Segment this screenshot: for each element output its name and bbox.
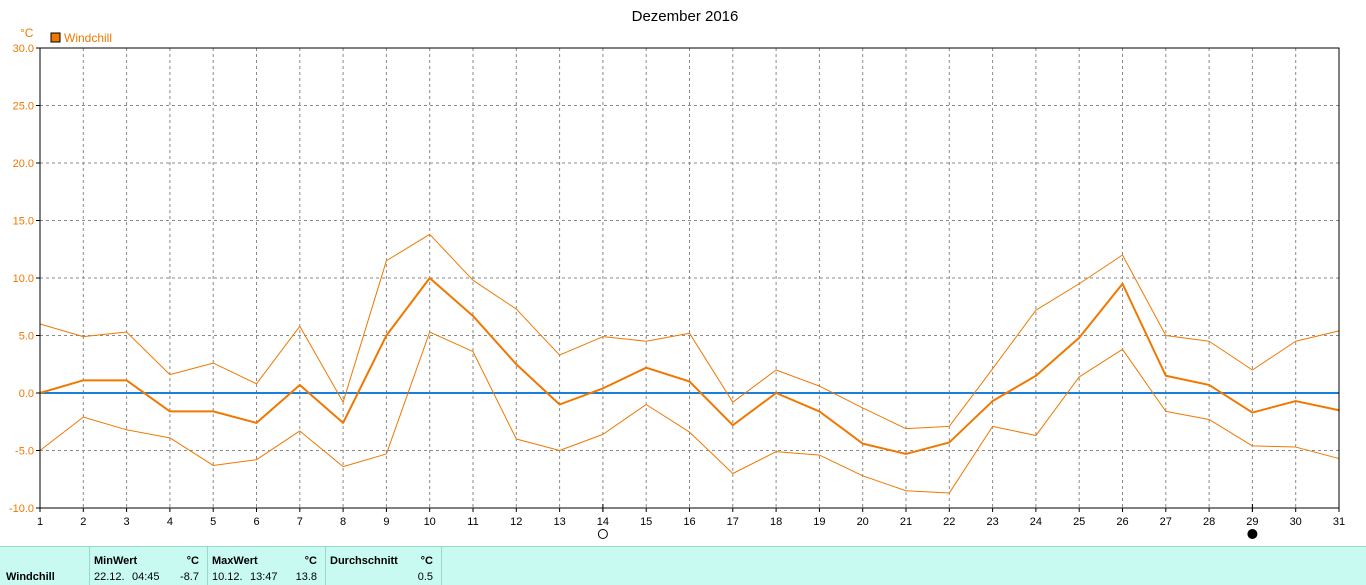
x-axis-ticks: 1 2 3 4 5 6 7 8 9 10 11 12 13 14 15 16 17 18 19 20 21 22 23 24 2… (37, 508, 1345, 528)
avg-header: Durchschnitt (330, 555, 398, 567)
max-time: 13:47 (250, 571, 278, 583)
x-tick-label: 23 (986, 516, 998, 528)
x-tick-label: 22 (943, 516, 955, 528)
x-tick-label: 4 (167, 516, 173, 528)
x-tick-label: 10 (424, 516, 436, 528)
grid (40, 48, 1339, 508)
min-header: MinWert (94, 555, 138, 567)
y-tick-label: 0.0 (19, 388, 34, 400)
legend-label-windchill: Windchill (64, 31, 112, 45)
max-unit: °C (304, 555, 317, 567)
full-moon-icon (597, 529, 608, 539)
chart: Dezember 2016 °C Windchill 30.025.020.01… (9, 8, 1345, 539)
max-date: 10.12. (212, 571, 243, 583)
stats-min-cell: MinWert °C 22.12. 04:45 -8.7 (90, 547, 208, 585)
x-tick-label: 14 (597, 516, 609, 528)
stats-row-label-cell: Windchill (0, 547, 90, 585)
x-tick-label: 1 (37, 516, 43, 528)
y-tick-label: -10.0 (9, 503, 34, 515)
x-tick-label: 29 (1246, 516, 1258, 528)
series-line-windchill (39, 277, 1340, 455)
avg-value: 0.5 (417, 571, 433, 583)
stats-bar: Windchill MinWert °C 22.12. 04:45 -8.7 M… (0, 546, 1366, 585)
y-tick-label: 20.0 (13, 158, 34, 170)
x-tick-label: 19 (813, 516, 825, 528)
y-tick-label: 5.0 (19, 331, 34, 343)
series-line-band (39, 233, 1340, 430)
x-tick-label: 15 (640, 516, 652, 528)
y-tick-label: -5.0 (15, 446, 34, 458)
x-tick-label: 24 (1030, 516, 1042, 528)
series-line-band (39, 331, 1340, 494)
stats-avg-cell: Durchschnitt °C 0.5 (326, 547, 442, 585)
x-tick-label: 28 (1203, 516, 1215, 528)
stats-max-cell: MaxWert °C 10.12. 13:47 13.8 (208, 547, 326, 585)
chart-title: Dezember 2016 (632, 8, 739, 25)
min-unit: °C (186, 555, 199, 567)
y-tick-label: 30.0 (13, 43, 34, 55)
x-tick-label: 18 (770, 516, 782, 528)
x-tick-label: 5 (210, 516, 216, 528)
max-header: MaxWert (212, 555, 258, 567)
x-tick-label: 11 (467, 516, 478, 528)
x-tick-label: 2 (80, 516, 86, 528)
x-tick-label: 26 (1116, 516, 1128, 528)
x-tick-label: 13 (553, 516, 565, 528)
x-tick-label: 9 (383, 516, 389, 528)
x-tick-label: 31 (1333, 516, 1345, 528)
y-axis-ticks: 30.0 25.0 20.0 15.0 10.0 5.0 0.0 -5.0 -10.0 (9, 43, 40, 515)
y-tick-label: 15.0 (13, 216, 34, 228)
legend: Windchill (50, 31, 112, 45)
new-moon-icon (1247, 529, 1258, 539)
series-lines (39, 233, 1340, 494)
plot-frame (39, 47, 1340, 509)
legend-swatch-windchill (50, 32, 61, 43)
x-tick-label: 3 (124, 516, 130, 528)
min-time: 04:45 (132, 571, 160, 583)
moon-markers (597, 504, 1258, 539)
x-tick-label: 27 (1160, 516, 1172, 528)
x-tick-label: 16 (683, 516, 695, 528)
x-tick-label: 7 (297, 516, 303, 528)
x-tick-label: 17 (727, 516, 739, 528)
x-tick-label: 21 (900, 516, 912, 528)
avg-unit: °C (420, 555, 433, 567)
x-tick-label: 8 (340, 516, 346, 528)
x-tick-label: 30 (1290, 516, 1302, 528)
max-value: 13.8 (295, 571, 317, 583)
x-tick-label: 12 (510, 516, 522, 528)
min-date: 22.12. (94, 571, 125, 583)
x-tick-label: 6 (253, 516, 259, 528)
min-value: -8.7 (180, 571, 199, 583)
stats-row-label: Windchill (6, 571, 55, 583)
y-axis-unit: °C (20, 26, 34, 40)
y-tick-label: 25.0 (13, 101, 34, 113)
x-tick-label: 20 (857, 516, 869, 528)
y-tick-label: 10.0 (13, 273, 34, 285)
x-tick-label: 25 (1073, 516, 1085, 528)
